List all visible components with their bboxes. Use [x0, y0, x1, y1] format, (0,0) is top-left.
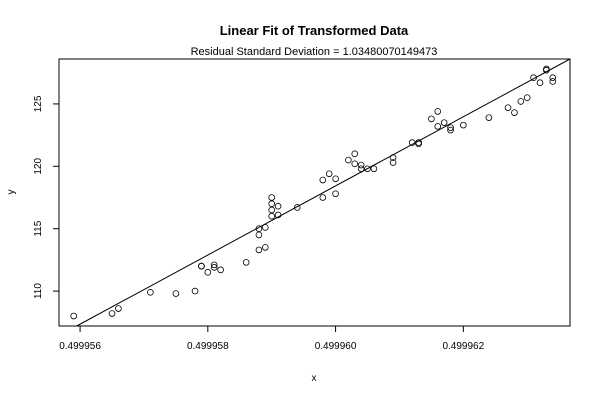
- data-point: [536, 79, 544, 87]
- data-point: [255, 225, 263, 232]
- data-point: [268, 212, 276, 220]
- chart-subtitle: Residual Standard Deviation = 1.03480070…: [191, 46, 438, 58]
- data-point: [440, 119, 448, 126]
- data-point: [172, 290, 180, 297]
- data-point: [115, 305, 122, 312]
- y-tick-label: 120: [33, 158, 44, 175]
- data-point: [204, 269, 212, 276]
- data-point: [351, 160, 359, 168]
- data-point: [319, 176, 327, 184]
- data-point: [543, 65, 550, 73]
- data-point: [447, 126, 454, 134]
- regression-line: [76, 58, 571, 327]
- data-point: [274, 202, 282, 210]
- data-point: [268, 200, 276, 208]
- x-axis-label: x: [312, 373, 317, 384]
- data-point: [108, 310, 116, 317]
- fit-line-layer: [76, 58, 571, 327]
- data-point: [434, 123, 442, 130]
- data-point: [70, 312, 77, 320]
- data-point: [549, 74, 557, 82]
- plot-frame: [58, 58, 571, 327]
- data-point: [364, 165, 371, 173]
- data-point: [357, 165, 365, 173]
- data-point: [147, 289, 154, 296]
- data-point: [447, 124, 454, 131]
- data-point: [262, 224, 269, 231]
- data-point: [345, 156, 352, 164]
- data-point: [268, 206, 276, 214]
- y-tick-label: 115: [33, 220, 44, 236]
- data-point: [370, 165, 378, 173]
- data-point: [262, 244, 269, 251]
- data-point: [389, 159, 397, 166]
- data-point: [319, 194, 327, 201]
- data-point: [428, 115, 435, 123]
- y-tick-label: 125: [33, 95, 44, 112]
- x-axis: 0.499956 0.499958 0.499960 0.499962: [59, 326, 485, 352]
- data-point: [198, 262, 205, 270]
- x-tick-label: 0.499956: [59, 341, 101, 352]
- data-point: [511, 109, 518, 116]
- data-point: [191, 287, 199, 295]
- data-point: [268, 194, 276, 201]
- data-point: [523, 94, 531, 101]
- data-point: [255, 246, 263, 254]
- x-tick-label: 0.499962: [442, 341, 484, 352]
- data-point: [549, 78, 557, 85]
- plot-area: [58, 58, 571, 327]
- y-axis: 110 115 120 125: [33, 95, 59, 299]
- data-point: [255, 231, 263, 239]
- data-point: [217, 266, 224, 274]
- data-point: [485, 114, 493, 121]
- y-tick-label: 110: [33, 283, 44, 299]
- data-point: [332, 190, 339, 198]
- y-axis-label: y: [6, 190, 17, 195]
- data-point: [325, 170, 333, 178]
- data-point: [357, 161, 365, 169]
- data-points: [70, 65, 557, 320]
- x-tick-label: 0.499960: [315, 341, 357, 352]
- chart-title: Linear Fit of Transformed Data: [220, 23, 409, 38]
- data-point: [274, 211, 282, 219]
- data-point: [293, 204, 301, 211]
- x-tick-label: 0.499958: [187, 341, 229, 352]
- data-point: [332, 175, 339, 183]
- data-point: [210, 264, 218, 271]
- data-point: [517, 98, 525, 105]
- data-point: [460, 121, 467, 129]
- data-point: [415, 140, 422, 148]
- data-point: [408, 139, 416, 146]
- data-point: [434, 108, 442, 115]
- data-point: [530, 74, 537, 82]
- data-point: [210, 261, 218, 269]
- data-point: [351, 150, 359, 158]
- data-point: [242, 259, 250, 266]
- data-point: [389, 154, 397, 161]
- data-point: [504, 104, 512, 111]
